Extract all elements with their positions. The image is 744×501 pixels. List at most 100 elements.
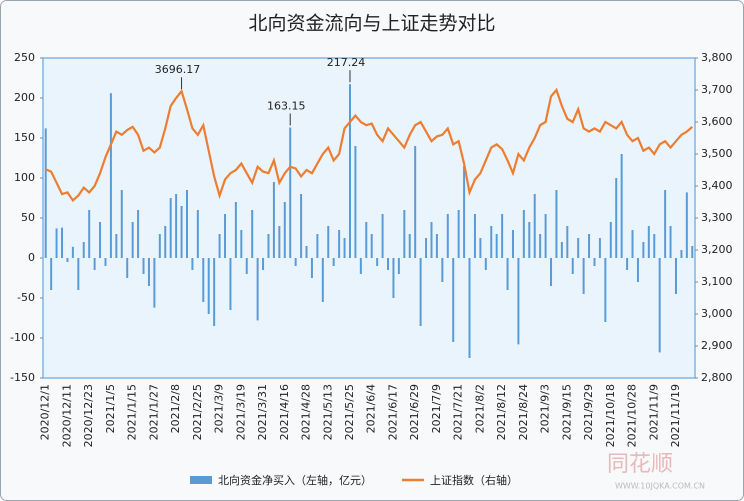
y2-tick-label: 3,300 — [701, 211, 733, 224]
bar — [234, 202, 237, 258]
x-tick-label: 2021/9/3 — [539, 384, 552, 433]
y2-tick-label: 3,600 — [701, 115, 733, 128]
bar — [224, 214, 227, 258]
bar — [620, 154, 623, 258]
bar — [571, 258, 574, 274]
bar — [392, 258, 395, 298]
y-tick-label: -100 — [10, 331, 35, 344]
bar — [484, 258, 487, 270]
bar — [229, 258, 232, 310]
x-tick-label: 2021/6/29 — [408, 384, 421, 440]
bar — [566, 226, 569, 258]
bar — [560, 242, 563, 258]
bar — [370, 234, 373, 258]
x-tick-label: 2021/11/9 — [647, 384, 660, 440]
bar — [175, 194, 178, 258]
bar — [196, 210, 199, 258]
bar — [327, 226, 330, 258]
bar — [164, 226, 167, 258]
bar — [66, 258, 69, 262]
bar — [256, 258, 259, 321]
bar — [359, 258, 362, 274]
y-tick-label: -150 — [10, 371, 35, 384]
bar — [300, 194, 303, 258]
bar — [441, 258, 444, 282]
bar — [332, 258, 335, 266]
bar — [82, 242, 85, 258]
bar — [343, 238, 346, 258]
bar — [593, 258, 596, 266]
bar — [185, 190, 188, 258]
chart-title: 北向资金流向与上证走势对比 — [248, 13, 495, 35]
bar — [88, 210, 91, 258]
bar — [468, 258, 471, 358]
y2-tick-label: 2,800 — [701, 371, 733, 384]
y2-tick-label: 3,100 — [701, 275, 733, 288]
x-tick-label: 2021/1/27 — [147, 384, 160, 440]
bar — [381, 214, 384, 258]
y2-tick-label: 2,900 — [701, 339, 733, 352]
bar — [598, 238, 601, 258]
bar — [642, 242, 645, 258]
data-label: 163.15 — [267, 99, 306, 112]
bar — [77, 258, 80, 290]
bar — [262, 258, 265, 270]
bar — [169, 198, 172, 258]
bar — [55, 228, 58, 258]
bar — [71, 246, 74, 258]
bar — [463, 166, 466, 258]
x-tick-label: 2021/3/19 — [234, 384, 247, 440]
y2-tick-label: 3,700 — [701, 83, 733, 96]
bar — [414, 146, 417, 258]
bar — [354, 146, 357, 258]
bar — [267, 234, 270, 258]
bar — [555, 190, 558, 258]
bar — [544, 214, 547, 258]
bar — [511, 230, 514, 258]
x-tick-label: 2021/1/5 — [104, 384, 117, 433]
y-tick-label: 250 — [14, 51, 35, 64]
x-tick-label: 2021/4/16 — [278, 384, 291, 440]
x-tick-label: 2020/12/11 — [60, 384, 73, 447]
bar — [550, 258, 553, 286]
x-tick-label: 2021/2/25 — [191, 384, 204, 440]
legend-label: 上证指数（右轴） — [430, 473, 518, 487]
legend-label: 北向资金净买入（左轴，亿元） — [218, 473, 372, 487]
y-tick-label: 50 — [21, 211, 35, 224]
bar — [609, 222, 612, 258]
bar — [245, 258, 248, 274]
bar — [403, 210, 406, 258]
bar — [50, 258, 53, 290]
bar — [44, 128, 47, 258]
bar — [615, 178, 618, 258]
bar — [109, 93, 112, 258]
x-tick-label: 2021/8/12 — [495, 384, 508, 440]
bar — [99, 222, 102, 258]
bar — [316, 234, 319, 258]
bar — [338, 230, 341, 258]
bar — [658, 258, 661, 353]
bar — [501, 214, 504, 258]
bar — [685, 192, 688, 258]
bar — [104, 258, 107, 266]
bar — [522, 210, 525, 258]
bar — [446, 214, 449, 258]
bar — [142, 258, 145, 274]
x-tick-label: 2021/5/13 — [321, 384, 334, 440]
bar — [93, 258, 96, 270]
bar — [158, 234, 161, 258]
bar — [120, 190, 123, 258]
bar — [147, 258, 150, 286]
bar — [479, 238, 482, 258]
x-tick-label: 2021/6/4 — [365, 384, 378, 433]
bar — [251, 210, 254, 258]
bar — [626, 258, 629, 270]
x-tick-label: 2021/7/21 — [452, 384, 465, 440]
bar — [61, 227, 64, 258]
y-tick-label: 150 — [14, 131, 35, 144]
y-tick-label: -50 — [17, 291, 35, 304]
x-tick-label: 2021/10/18 — [604, 384, 617, 447]
y2-tick-label: 3,200 — [701, 243, 733, 256]
x-tick-label: 2021/9/15 — [560, 384, 573, 440]
